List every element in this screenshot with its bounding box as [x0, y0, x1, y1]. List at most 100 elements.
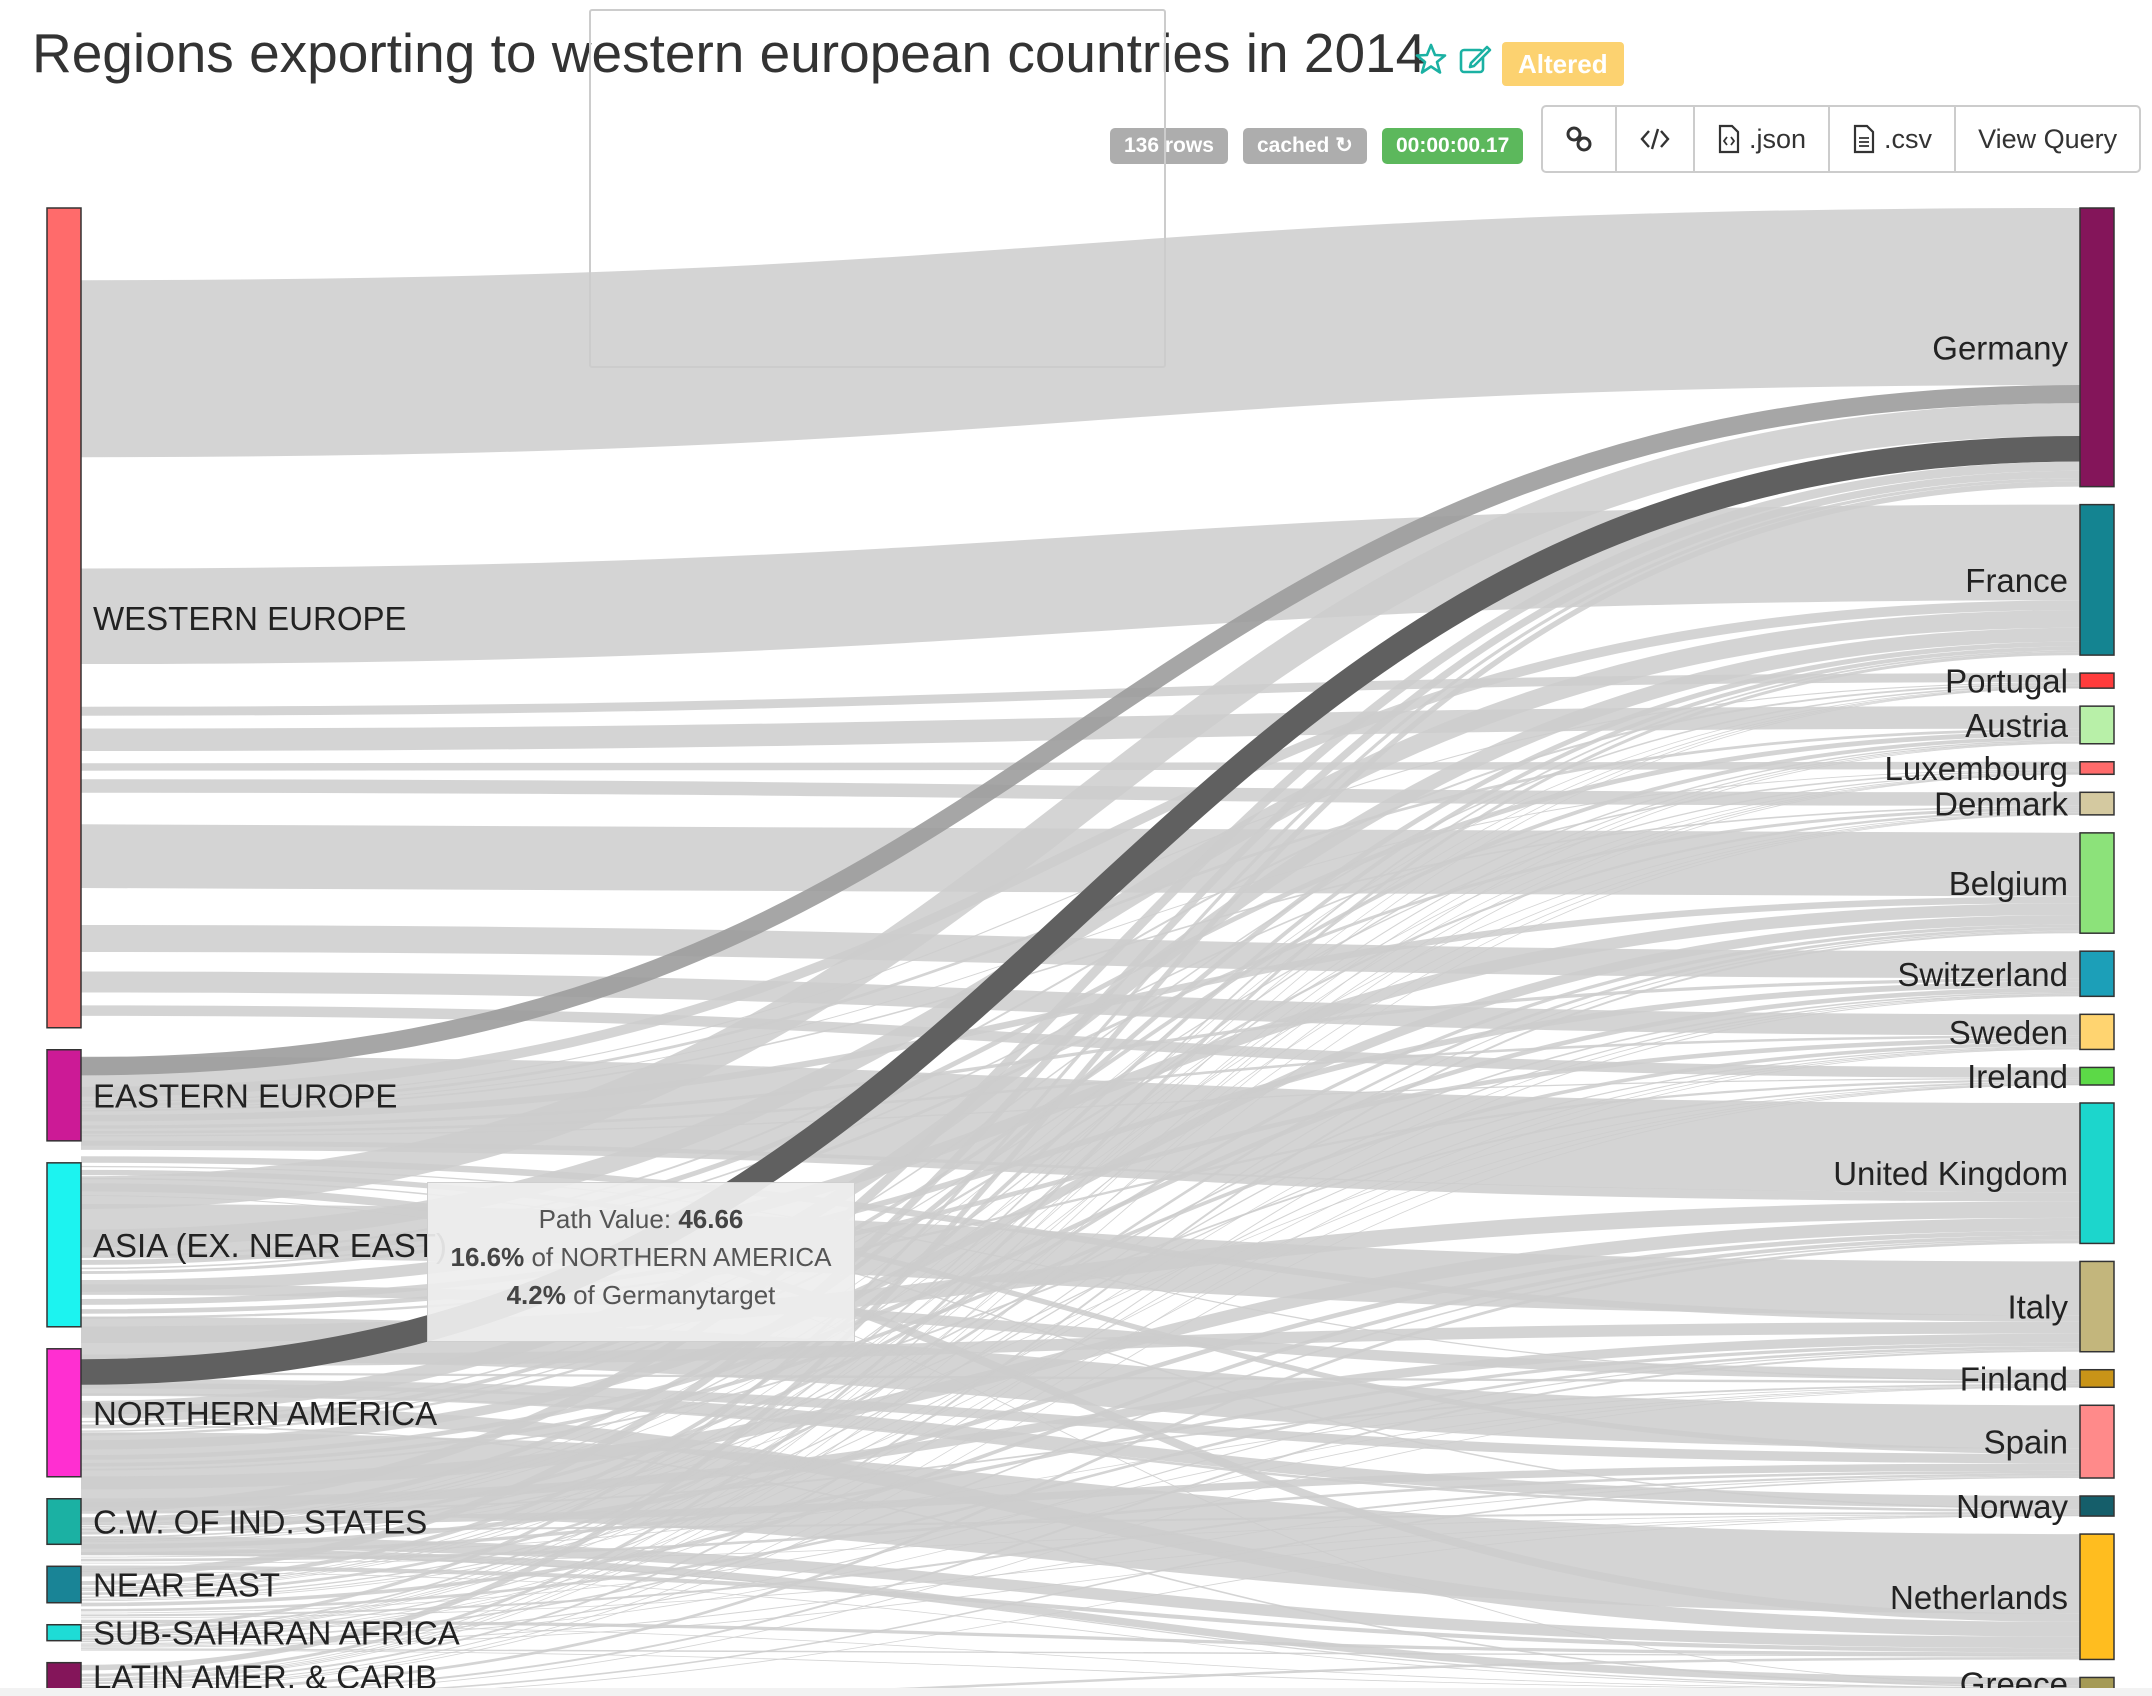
sankey-node-portugal[interactable]: [2079, 672, 2115, 689]
csv-export-button[interactable]: .csv: [1828, 107, 1954, 171]
sankey-node-italy[interactable]: [2079, 1260, 2115, 1353]
sankey-link-northern-america-to-luxembourg[interactable]: [80, 771, 2081, 1432]
edit-icon[interactable]: [1458, 42, 1492, 76]
sankey-link-near-east-to-finland[interactable]: [80, 1386, 2081, 1614]
embed-code-button[interactable]: [1615, 107, 1693, 171]
sankey-link-northern-america-to-spain[interactable]: [80, 1463, 2081, 1525]
cached-badge[interactable]: cached ↻: [1243, 128, 1367, 164]
sankey-link-asia-ex-near-east--to-netherlands[interactable]: [80, 1403, 2081, 1637]
sankey-node-germany[interactable]: [2079, 207, 2115, 488]
sankey-node-united-kingdom[interactable]: [2079, 1102, 2115, 1245]
sankey-link-latin-amer-carib-to-switzerland[interactable]: [80, 995, 2081, 1687]
sankey-link-c-w-of-ind-states-to-belgium[interactable]: [80, 924, 2081, 1535]
sankey-node-c-w-of-ind-states[interactable]: [46, 1498, 82, 1546]
sankey-node-norway[interactable]: [2079, 1495, 2115, 1517]
sankey-link-latin-amer-carib-to-france[interactable]: [80, 652, 2081, 1677]
sankey-link-asia-ex-near-east--to-germany[interactable]: [80, 403, 2081, 1209]
sankey-link-western-europe-to-luxembourg[interactable]: [80, 761, 2081, 771]
sankey-node-france[interactable]: [2079, 503, 2115, 656]
sankey-node-sub-saharan-africa[interactable]: [46, 1623, 82, 1642]
sankey-node-western-europe[interactable]: [46, 207, 82, 1029]
sankey-link-c-w-of-ind-states-to-luxembourg[interactable]: [80, 772, 2081, 1529]
sankey-link-latin-amer-carib-to-sweden[interactable]: [80, 1048, 2081, 1688]
link-button[interactable]: [1543, 107, 1615, 171]
sankey-link-c-w-of-ind-states-to-austria[interactable]: [80, 740, 2081, 1528]
sankey-link-latin-amer-carib-to-netherlands[interactable]: [81, 1657, 2081, 1696]
sankey-link-c-w-of-ind-states-to-italy[interactable]: [80, 1342, 2081, 1556]
sankey-link-c-w-of-ind-states-to-portugal[interactable]: [80, 686, 2081, 1526]
view-query-button[interactable]: View Query: [1954, 107, 2139, 171]
sankey-link-sub-saharan-africa-to-switzerland[interactable]: [80, 994, 2081, 1639]
sankey-link-c-w-of-ind-states-to-ireland[interactable]: [80, 1083, 2081, 1543]
sankey-link-sub-saharan-africa-to-norway[interactable]: [80, 1515, 2081, 1648]
sankey-node-sweden[interactable]: [2079, 1013, 2115, 1051]
sankey-link-c-w-of-ind-states-to-finland[interactable]: [80, 1385, 2081, 1558]
sankey-link-northern-america-to-switzerland[interactable]: [80, 987, 2081, 1460]
sankey-link-c-w-of-ind-states-to-sweden[interactable]: [80, 1045, 2081, 1541]
sankey-node-belgium[interactable]: [2079, 832, 2115, 934]
sankey-link-sub-saharan-africa-to-denmark[interactable]: [80, 813, 2081, 1636]
sankey-link-eastern-europe-to-italy[interactable]: [80, 1156, 2081, 1322]
sankey-link-c-w-of-ind-states-to-france[interactable]: [80, 641, 2081, 1523]
sankey-link-sub-saharan-africa-to-portugal[interactable]: [80, 687, 2081, 1635]
sankey-link-near-east-to-ireland[interactable]: [80, 1083, 2081, 1602]
sankey-link-western-europe-to-germany[interactable]: [80, 207, 2081, 458]
sankey-node-finland[interactable]: [2079, 1368, 2115, 1389]
sankey-link-near-east-to-switzerland[interactable]: [80, 993, 2081, 1598]
star-icon[interactable]: [1414, 42, 1448, 76]
sankey-link-sub-saharan-africa-to-france[interactable]: [80, 650, 2081, 1633]
sankey-node-netherlands[interactable]: [2079, 1533, 2115, 1661]
sankey-node-northern-america[interactable]: [46, 1348, 82, 1478]
sankey-link-northern-america-to-greece[interactable]: [80, 1553, 2081, 1689]
sankey-link-latin-amer-carib-to-portugal[interactable]: [80, 687, 2081, 1679]
sankey-node-spain[interactable]: [2079, 1404, 2115, 1479]
sankey-link-latin-amer-carib-to-spain[interactable]: [81, 1476, 2081, 1696]
sankey-node-ireland[interactable]: [2079, 1066, 2115, 1086]
sankey-link-near-east-to-belgium[interactable]: [80, 927, 2081, 1595]
bottom-scrollbar[interactable]: [0, 1688, 2152, 1696]
sankey-link-eastern-europe-to-denmark[interactable]: [80, 805, 2081, 1112]
sankey-link-sub-saharan-africa-to-sweden[interactable]: [80, 1048, 2081, 1640]
sankey-link-latin-amer-carib-to-denmark[interactable]: [80, 814, 2081, 1682]
sankey-node-near-east[interactable]: [46, 1565, 82, 1604]
sankey-link-latin-amer-carib-to-ireland[interactable]: [80, 1084, 2081, 1689]
sankey-link-northern-america-to-netherlands[interactable]: [80, 1536, 2081, 1649]
sankey-node-luxembourg[interactable]: [2079, 761, 2115, 776]
sankey-link-latin-amer-carib-to-belgium[interactable]: [80, 931, 2081, 1685]
sankey-link-near-east-to-united-kingdom[interactable]: [80, 1235, 2081, 1607]
sankey-link-near-east-to-luxembourg[interactable]: [80, 773, 2081, 1591]
sankey-link-latin-amer-carib-to-finland[interactable]: [81, 1386, 2081, 1696]
sankey-node-latin-amer-carib[interactable]: [46, 1661, 82, 1691]
sankey-link-near-east-to-denmark[interactable]: [80, 813, 2081, 1592]
sankey-link-near-east-to-sweden[interactable]: [80, 1047, 2081, 1600]
sankey-link-near-east-to-spain[interactable]: [80, 1473, 2081, 1617]
sankey-node-switzerland[interactable]: [2079, 950, 2115, 998]
sankey-link-near-east-to-france[interactable]: [80, 646, 2081, 1586]
sankey-link-western-europe-to-sweden[interactable]: [80, 971, 2081, 1036]
json-export-button[interactable]: .json: [1693, 107, 1828, 171]
sankey-link-sub-saharan-africa-to-greece[interactable]: [80, 1649, 2081, 1691]
sankey-link-eastern-europe-to-belgium[interactable]: [80, 896, 2081, 1122]
sankey-link-sub-saharan-africa-to-austria[interactable]: [80, 742, 2081, 1635]
sankey-link-western-europe-to-spain[interactable]: [80, 1316, 2081, 1449]
sankey-link-asia-ex-near-east--to-norway[interactable]: [80, 1393, 2081, 1513]
sankey-node-asia-ex-near-east-[interactable]: [46, 1162, 82, 1328]
sankey-link-near-east-to-portugal[interactable]: [80, 687, 2081, 1588]
sankey-link-western-europe-to-belgium[interactable]: [80, 824, 2081, 897]
selection-box[interactable]: [589, 9, 1166, 368]
sankey-node-denmark[interactable]: [2079, 791, 2115, 816]
sankey-link-sub-saharan-africa-to-germany[interactable]: [80, 477, 2081, 1630]
sankey-link-c-w-of-ind-states-to-united-kingdom[interactable]: [80, 1230, 2081, 1549]
sankey-node-eastern-europe[interactable]: [46, 1049, 82, 1142]
sankey-link-sub-saharan-africa-to-luxembourg[interactable]: [80, 773, 2081, 1636]
sankey-link-latin-amer-carib-to-luxembourg[interactable]: [80, 773, 2081, 1681]
sankey-link-sub-saharan-africa-to-ireland[interactable]: [80, 1084, 2081, 1641]
sankey-link-latin-amer-carib-to-italy[interactable]: [80, 1349, 2081, 1696]
sankey-link-latin-amer-carib-to-austria[interactable]: [80, 742, 2081, 1680]
sankey-link-c-w-of-ind-states-to-denmark[interactable]: [80, 812, 2081, 1530]
sankey-link-near-east-to-germany[interactable]: [80, 470, 2081, 1577]
sankey-link-sub-saharan-africa-to-finland[interactable]: [80, 1386, 2081, 1646]
sankey-link-sub-saharan-africa-to-italy[interactable]: [80, 1348, 2081, 1645]
sankey-link-latin-amer-carib-to-germany[interactable]: [80, 481, 2081, 1671]
sankey-link-eastern-europe-to-france[interactable]: [80, 600, 2081, 1097]
